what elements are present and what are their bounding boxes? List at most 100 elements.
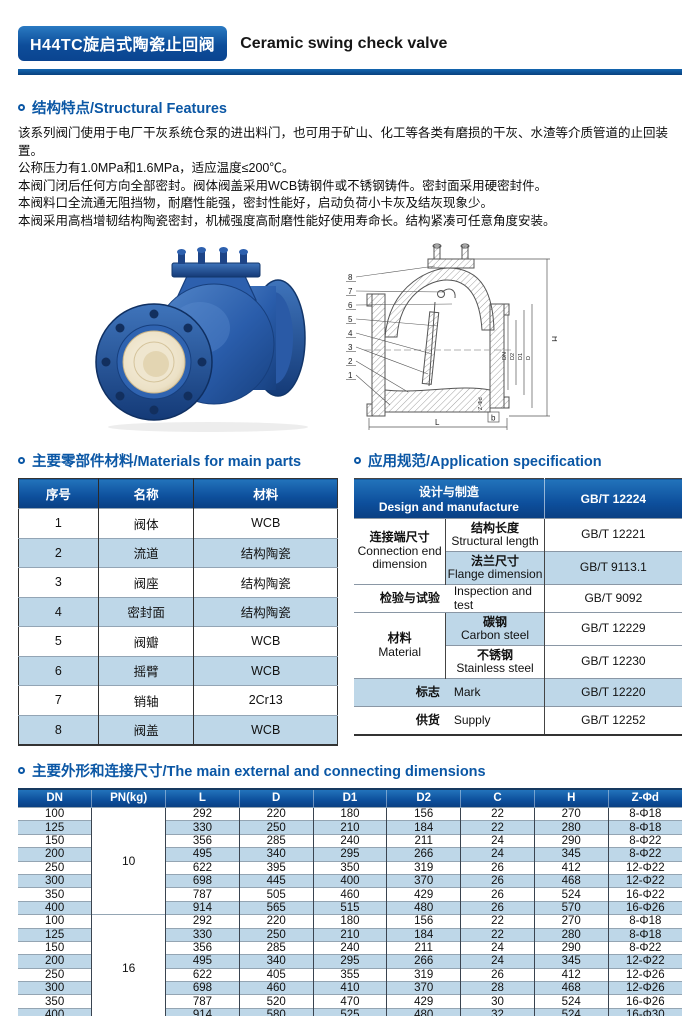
table-cell: 3 [18,567,99,597]
column-header: L [165,788,240,808]
table-row: 供货 Supply GB/T 12252 [354,706,682,735]
table-cell: 429 [386,887,461,902]
table-cell: 24 [460,954,535,969]
bullet-icon [354,457,361,464]
table-cell: 345 [533,954,609,969]
table-cell: 570 [533,900,609,915]
group-cell: 连接端尺寸 Connection end dimension [354,518,446,585]
pn-cell: 10 [91,806,166,915]
table-cell: 22 [460,914,535,929]
table-cell: 8-Φ18 [607,927,682,942]
group-cell: 供货 [354,706,446,735]
standard-cell: GB/T 9092 [543,584,682,613]
table-cell: 292 [165,806,240,821]
table-cell: 524 [533,994,609,1009]
table-cell: 200 [18,847,92,862]
pn-cell: 16 [91,914,166,1016]
table-cell: 270 [533,806,609,821]
table-cell: 156 [386,806,461,821]
table-cell: 24 [460,940,535,955]
table-cell: 356 [165,833,240,848]
table-cell: 184 [386,820,461,835]
column-header: 材料 [193,478,338,509]
table-cell: 16-Φ22 [607,887,682,902]
dim-d1-label: D1 [518,353,524,360]
table-cell: 流道 [97,537,194,568]
table-cell: 210 [312,820,387,835]
table-cell: 密封面 [97,596,194,627]
table-cell: 356 [165,940,240,955]
table-row: 7 销轴 2Cr13 [18,685,338,715]
header-en: Design and manufacture [378,500,519,514]
table-row: 350 787 520 470 429 30 524 16-Φ26 [18,994,682,1009]
table-cell: 395 [238,860,314,875]
column-header: D2 [386,788,461,808]
table-cell: 400 [18,900,92,915]
dim-d2-label: D2 [510,353,516,360]
table-row: 400 914 565 515 480 26 570 16-Φ26 [18,900,682,915]
table-row: 5 阀瓣 WCB [18,626,338,656]
bolt-circle-label: Z-Φd [478,397,484,410]
table-row: 6 摇臂 WCB [18,655,338,686]
table-cell: 2 [18,537,99,568]
item-cell: Inspection and test [445,584,545,613]
table-cell: 400 [18,1007,92,1016]
table-cell: WCB [193,714,338,745]
standard-cell: GB/T 12220 [543,678,682,707]
table-cell: 22 [460,820,535,835]
section-title: 应用规范/Application specification [368,454,602,470]
column-header: D1 [312,788,387,808]
table-cell: 495 [165,847,240,862]
table-cell: 412 [533,967,609,982]
feature-line: 本阀采用高档增韧结构陶瓷密封，机械强度高耐磨性能好使用寿命长。结构紧凑可任意角度… [18,213,556,228]
table-cell: 412 [533,860,609,875]
table-cell: 30 [460,994,535,1009]
table-cell: 250 [238,820,314,835]
table-cell: WCB [193,655,338,686]
section-structural-features: 结构特点/Structural Features [18,97,682,118]
table-cell: 468 [533,981,609,995]
callout-number: 2 [348,357,353,366]
standard-cell: GB/T 12221 [543,518,682,552]
column-header: 设计与制造 Design and manufacture [354,478,545,519]
table-cell: 295 [312,847,387,862]
table-cell: 结构陶瓷 [193,537,338,568]
dim-b-label: b [491,414,496,423]
column-header: C [460,788,535,808]
features-text: 该系列阀门使用于电厂干灰系统仓泵的进出料门，也可用于矿山、化工等各类有磨损的干灰… [18,125,682,230]
table-cell: 211 [386,833,461,848]
table-cell: 180 [312,806,387,821]
table-row: 法兰尺寸 Flange dimension GB/T 9113.1 [354,551,682,585]
column-header: PN(kg) [91,788,166,808]
table-row: 连接端尺寸 Connection end dimension 结构长度 Stru… [354,518,682,585]
table-cell: 32 [460,1007,535,1016]
table-cell: 505 [238,887,314,902]
drawing-callouts: 8 7 6 5 4 3 2 1 [346,265,453,406]
table-cell: 250 [238,927,314,942]
column-header: DN [18,788,92,808]
callout-number: 7 [348,287,353,296]
table-cell: 阀体 [97,508,194,538]
table-cell: 180 [312,914,387,929]
table-cell: 结构陶瓷 [193,596,338,627]
table-row: 4 密封面 结构陶瓷 [18,596,338,627]
callout-number: 1 [348,371,353,380]
callout-number: 6 [348,301,353,310]
table-cell: 12-Φ22 [607,954,682,969]
table-cell: 460 [238,981,314,995]
valve-photo [88,242,328,436]
item-cell: Mark [445,678,545,707]
feature-line: 本阀门闭后任何方向全部密封。阀体阀盖采用WCB铸钢件或不锈钢铸件。密封面采用硬密… [18,178,548,193]
materials-table-body: 1 阀体 WCB 2 流道 结构陶瓷 3 阀座 结构陶瓷 4 密封面 结构陶瓷 5 阀瓣 WCB 6 摇臂 WCB… [18,508,338,745]
table-cell: 480 [386,1007,461,1016]
table-row: 不锈钢 Stainless steel GB/T 12230 [354,645,682,679]
table-cell: 8-Φ18 [607,820,682,835]
table-cell: 8 [18,714,99,745]
item-cell: 不锈钢 Stainless steel [445,645,545,679]
table-cell: 5 [18,626,99,656]
table-cell: 524 [533,1007,609,1016]
table-cell: 200 [18,954,92,969]
table-row: 150 356 285 240 211 24 290 8-Φ22 [18,940,682,955]
item-cell: 法兰尺寸 Flange dimension [445,551,545,585]
